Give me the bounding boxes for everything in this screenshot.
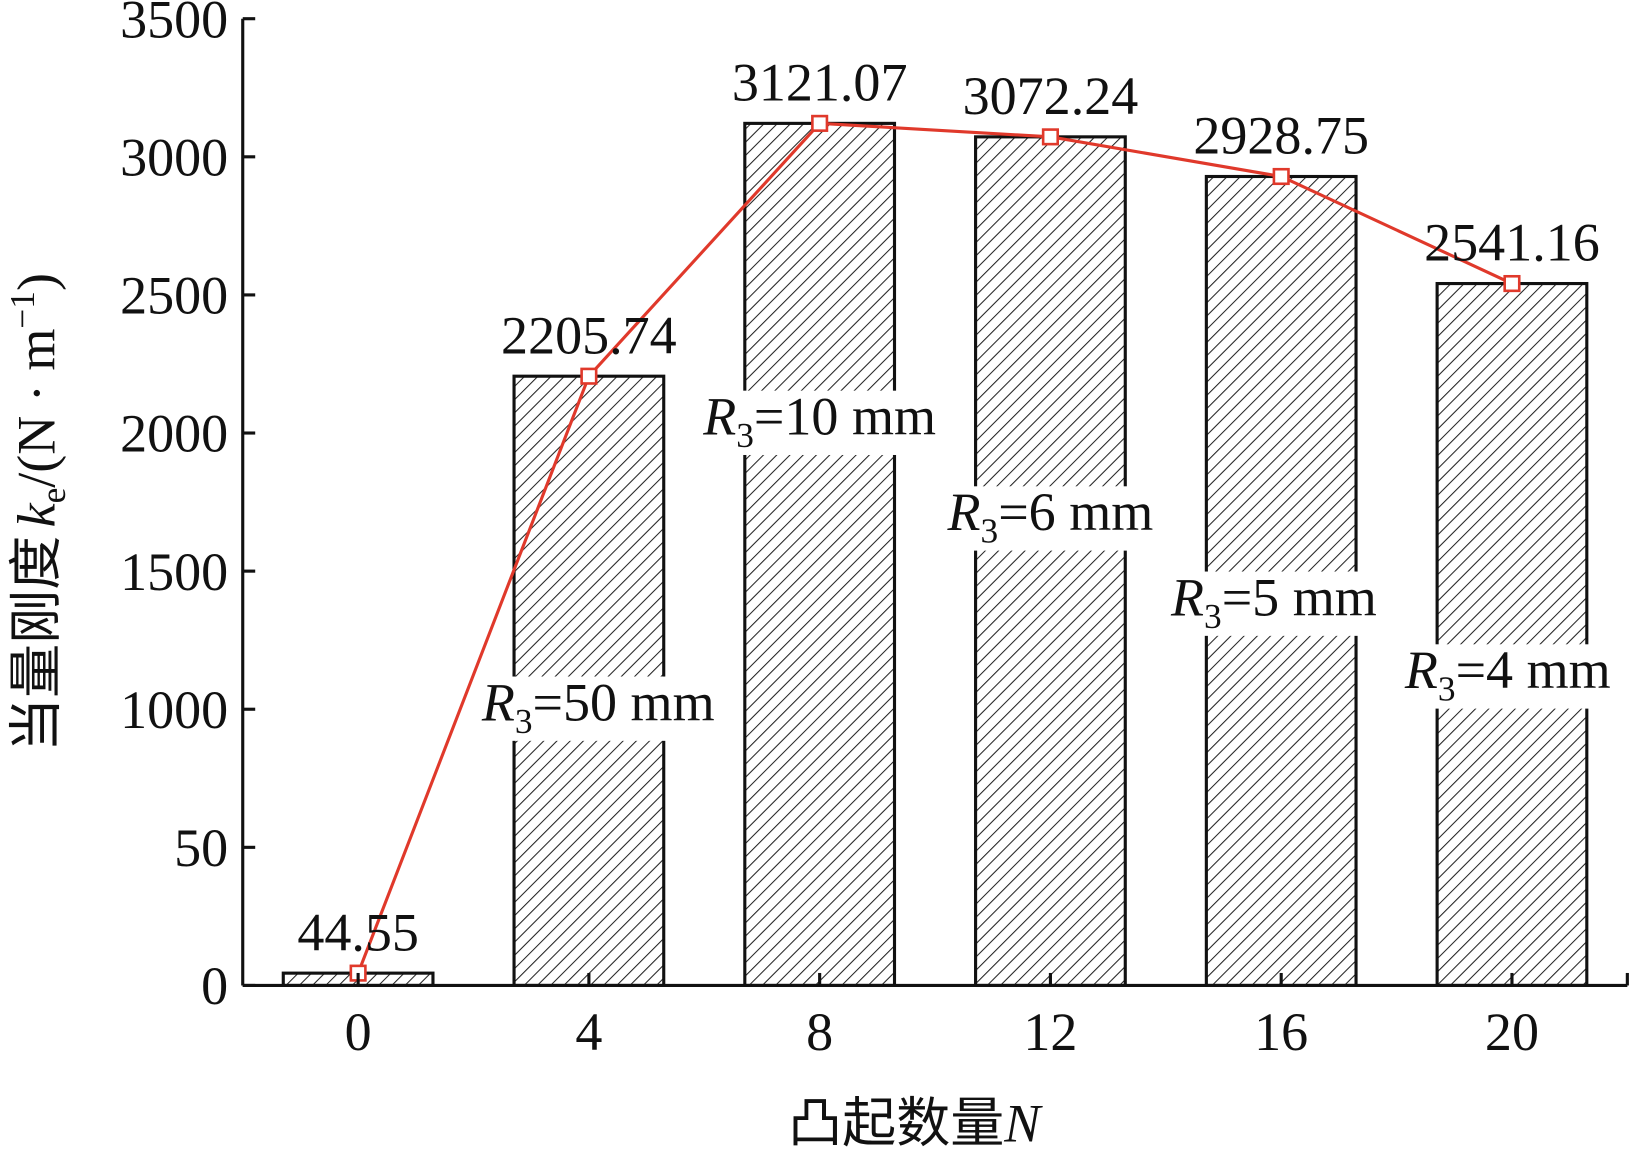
annotation-text: =4 mm bbox=[1456, 640, 1611, 700]
value-label: 2205.74 bbox=[501, 305, 677, 365]
y-tick-label: 50 bbox=[174, 818, 228, 878]
y-axis-label: 当量刚度 ke/(N · m−1) bbox=[3, 273, 73, 752]
annotation-subscript: 3 bbox=[515, 702, 533, 741]
line-marker bbox=[1041, 128, 1060, 146]
annotation-subscript: 3 bbox=[981, 512, 999, 551]
annotation-text: =6 mm bbox=[998, 482, 1153, 542]
annotation-subscript: 3 bbox=[736, 416, 754, 455]
x-tick-label: 12 bbox=[1023, 1002, 1077, 1062]
y-label-unit: /(N · m bbox=[7, 329, 67, 488]
value-label: 2541.16 bbox=[1424, 213, 1600, 273]
line-marker bbox=[580, 367, 598, 385]
y-label-unit-close: ) bbox=[7, 273, 67, 291]
x-tick-label: 20 bbox=[1485, 1002, 1539, 1062]
annotation-text: R3=5 mm bbox=[1170, 567, 1377, 635]
value-label: 3072.24 bbox=[963, 66, 1139, 126]
y-tick-label: 0 bbox=[201, 956, 228, 1016]
y-tick-label: 3000 bbox=[120, 128, 228, 188]
annotation-symbol: R bbox=[481, 672, 515, 732]
bar bbox=[1435, 281, 1589, 988]
value-label: 44.55 bbox=[297, 902, 419, 962]
y-tick-label: 2000 bbox=[120, 404, 228, 464]
annotation-bg bbox=[942, 486, 1158, 551]
annotation-symbol: R bbox=[947, 482, 981, 542]
y-tick-label: 2500 bbox=[120, 266, 228, 326]
annotation-text: R3=50 mm bbox=[481, 672, 715, 740]
x-tick-label: 8 bbox=[806, 1002, 833, 1062]
annotation-text: R3=10 mm bbox=[702, 387, 936, 455]
bar bbox=[974, 135, 1127, 988]
y-label-superscript: −1 bbox=[3, 291, 42, 329]
line-marker bbox=[1503, 274, 1521, 293]
x-label-symbol: N bbox=[1003, 1093, 1043, 1153]
annotation-text: =5 mm bbox=[1222, 567, 1377, 627]
bar bbox=[743, 121, 897, 988]
line-marker bbox=[1272, 167, 1290, 186]
y-label-symbol: k bbox=[7, 502, 67, 527]
annotation: R3=50 mm bbox=[476, 672, 719, 741]
annotation: R3=6 mm bbox=[942, 482, 1158, 551]
annotation-bg bbox=[1399, 644, 1615, 709]
line bbox=[356, 121, 1513, 974]
x-tick-label: 4 bbox=[575, 1002, 602, 1062]
annotation: R3=10 mm bbox=[698, 387, 941, 455]
x-tick-label: 0 bbox=[345, 1002, 372, 1062]
annotation: R3=4 mm bbox=[1399, 640, 1615, 709]
x-tick-label: 16 bbox=[1254, 1002, 1308, 1062]
annotation-bg bbox=[476, 676, 719, 741]
annotation-subscript: 3 bbox=[1438, 670, 1456, 709]
value-label: 3121.07 bbox=[732, 53, 908, 113]
x-label-text: 凸起数量 bbox=[788, 1093, 1004, 1153]
annotation-text: R3=6 mm bbox=[947, 482, 1154, 550]
annotation: R3=5 mm bbox=[1165, 567, 1381, 636]
annotation-text: =50 mm bbox=[533, 672, 715, 732]
annotation-subscript: 3 bbox=[1204, 597, 1222, 636]
annotation-text: =10 mm bbox=[754, 387, 936, 447]
x-axis-label: 凸起数量N bbox=[788, 1093, 1043, 1153]
line-marker bbox=[811, 114, 829, 132]
value-label: 2928.75 bbox=[1193, 106, 1369, 166]
annotation-bg bbox=[698, 390, 941, 455]
y-tick-label: 1500 bbox=[120, 542, 228, 602]
annotation-bg bbox=[1165, 571, 1381, 636]
annotation-symbol: R bbox=[1404, 640, 1438, 700]
y-tick-label: 1000 bbox=[120, 680, 228, 740]
annotation-text: R3=4 mm bbox=[1404, 640, 1611, 708]
y-label-subscript: e bbox=[34, 488, 73, 504]
annotation-symbol: R bbox=[1170, 567, 1204, 627]
y-label-text: 当量刚度 bbox=[7, 536, 67, 752]
y-tick-label: 3500 bbox=[120, 0, 228, 49]
annotation-symbol: R bbox=[702, 387, 736, 447]
